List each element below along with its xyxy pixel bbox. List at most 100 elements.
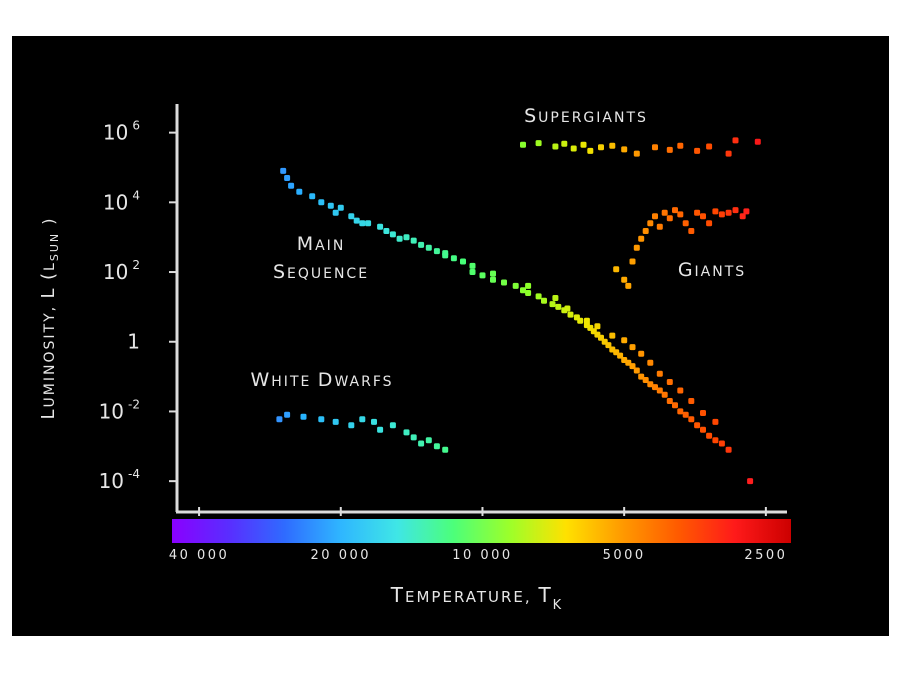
star-point-main-sequence (666, 379, 673, 385)
star-point-white-dwarfs (410, 434, 417, 441)
star-point-main-sequence (433, 248, 440, 255)
star-point-white-dwarfs (433, 443, 440, 450)
star-point-main-sequence (638, 373, 645, 380)
star-point-giants (732, 207, 739, 214)
star-point-main-sequence (688, 416, 695, 423)
star-point-main-sequence (280, 167, 287, 174)
star-point-supergiants (732, 137, 739, 144)
star-point-main-sequence (567, 311, 574, 318)
star-point-supergiants (706, 143, 713, 150)
star-point-main-sequence (442, 250, 449, 257)
star-point-main-sequence (396, 235, 403, 242)
star-point-supergiants (570, 145, 577, 152)
star-point-main-sequence (677, 408, 684, 415)
star-point-main-sequence (425, 244, 432, 251)
star-point-supergiants (694, 147, 701, 154)
x-tick-label: 20 000 (311, 548, 372, 563)
star-point-giants (712, 208, 719, 215)
star-point-giants (706, 220, 713, 227)
star-point-giants (666, 215, 673, 222)
star-point-main-sequence (490, 270, 496, 277)
star-point-main-sequence (583, 317, 590, 324)
y-tick-label: 10 -4 (99, 467, 140, 493)
star-point-main-sequence (418, 241, 425, 248)
axes (172, 104, 791, 543)
star-point-main-sequence (747, 478, 754, 485)
star-point-white-dwarfs (425, 437, 432, 444)
label-white-dwarfs: WHITE DWARFS (250, 369, 393, 391)
star-point-main-sequence (525, 282, 532, 289)
star-point-main-sequence (512, 282, 519, 289)
star-point-giants (638, 235, 645, 242)
star-point-main-sequence (501, 279, 507, 286)
star-point-main-sequence (700, 426, 706, 433)
star-point-main-sequence (535, 293, 542, 300)
star-point-main-sequence (688, 398, 695, 404)
star-point-main-sequence (327, 202, 334, 209)
label-giants: GIANTS (678, 259, 746, 281)
star-point-main-sequence (718, 440, 725, 447)
star-point-giants (633, 244, 640, 251)
label-main: MAIN (297, 233, 346, 255)
star-point-giants (688, 228, 695, 234)
star-point-main-sequence (520, 287, 526, 294)
star-point-main-sequence (288, 182, 295, 189)
star-point-white-dwarfs (300, 413, 307, 420)
star-point-supergiants (561, 140, 568, 147)
star-point-main-sequence (609, 332, 616, 339)
star-point-giants (652, 213, 658, 220)
label-supergiants: SUPERGIANTS (524, 105, 648, 127)
star-point-supergiants (609, 142, 616, 149)
star-point-main-sequence (594, 323, 601, 330)
star-point-giants (647, 220, 654, 227)
star-point-giants (743, 208, 750, 215)
star-point-main-sequence (694, 422, 701, 429)
star-point-main-sequence (629, 363, 636, 370)
star-point-main-sequence (469, 269, 476, 275)
x-tick-label: 2500 (744, 548, 787, 563)
star-point-main-sequence (647, 359, 654, 366)
star-point-supergiants (520, 141, 526, 148)
ticks: 40 000 20 000 10 000 5000 2500 10 6 10 4 10 2 1 10 -2… (99, 119, 787, 563)
star-point-giants (682, 220, 689, 227)
star-point-giants (625, 282, 632, 289)
star-point-main-sequence (309, 193, 316, 200)
star-point-main-sequence (555, 303, 562, 310)
star-point-white-dwarfs (418, 440, 425, 447)
star-point-white-dwarfs (318, 416, 325, 423)
star-point-supergiants (666, 146, 673, 153)
star-point-main-sequence (725, 446, 732, 453)
star-point-main-sequence (525, 290, 532, 296)
star-point-main-sequence (490, 276, 496, 283)
star-point-giants (718, 211, 725, 218)
star-point-main-sequence (706, 432, 713, 439)
chart-panel: 40 000 20 000 10 000 5000 2500 10 6 10 4 10 2 1 10 -2… (12, 36, 889, 636)
star-point-white-dwarfs (389, 422, 396, 429)
star-point-white-dwarfs (403, 429, 410, 436)
star-point-main-sequence (332, 209, 339, 216)
star-point-white-dwarfs (359, 416, 366, 423)
star-point-giants (621, 276, 628, 283)
star-point-main-sequence (284, 175, 291, 181)
star-point-main-sequence (666, 398, 673, 404)
hr-diagram: 40 000 20 000 10 000 5000 2500 10 6 10 4 10 2 1 10 -2… (38, 104, 791, 613)
star-point-giants (629, 258, 636, 265)
y-axis-title: LUMINOSITY, L (LSUN ) (38, 217, 61, 420)
star-point-main-sequence (403, 234, 410, 241)
star-point-main-sequence (700, 410, 706, 416)
star-point-supergiants (552, 143, 559, 150)
star-point-main-sequence (647, 381, 654, 388)
star-point-main-sequence (410, 237, 417, 244)
star-point-supergiants (754, 138, 761, 145)
x-tick-label: 10 000 (452, 548, 513, 563)
star-point-giants (725, 209, 732, 216)
star-point-main-sequence (656, 387, 663, 394)
star-point-main-sequence (672, 402, 678, 409)
star-point-main-sequence (605, 342, 612, 349)
y-tick-label: 10 2 (103, 258, 140, 284)
star-point-main-sequence (633, 367, 640, 374)
star-point-main-sequence (677, 387, 684, 394)
temperature-color-bar (172, 519, 791, 543)
star-point-main-sequence (712, 437, 719, 444)
star-point-main-sequence (638, 350, 645, 357)
